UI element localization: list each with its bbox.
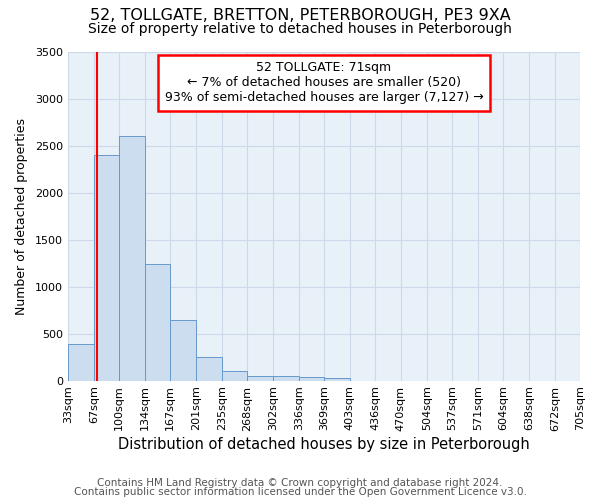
- Text: 52, TOLLGATE, BRETTON, PETERBOROUGH, PE3 9XA: 52, TOLLGATE, BRETTON, PETERBOROUGH, PE3…: [89, 8, 511, 22]
- Bar: [170, 320, 196, 380]
- Bar: [324, 378, 350, 380]
- Bar: [68, 344, 94, 381]
- Bar: [94, 155, 119, 380]
- X-axis label: Distribution of detached houses by size in Peterborough: Distribution of detached houses by size …: [118, 438, 530, 452]
- Bar: [299, 377, 324, 380]
- Text: Contains HM Land Registry data © Crown copyright and database right 2024.: Contains HM Land Registry data © Crown c…: [97, 478, 503, 488]
- Bar: [145, 264, 170, 380]
- Bar: [273, 376, 299, 380]
- Bar: [119, 136, 145, 380]
- Y-axis label: Number of detached properties: Number of detached properties: [15, 118, 28, 314]
- Text: Size of property relative to detached houses in Peterborough: Size of property relative to detached ho…: [88, 22, 512, 36]
- Bar: [247, 376, 273, 380]
- Text: Contains public sector information licensed under the Open Government Licence v3: Contains public sector information licen…: [74, 487, 526, 497]
- Bar: [222, 372, 247, 380]
- Text: 52 TOLLGATE: 71sqm
← 7% of detached houses are smaller (520)
93% of semi-detache: 52 TOLLGATE: 71sqm ← 7% of detached hous…: [164, 62, 484, 104]
- Bar: [196, 357, 222, 380]
